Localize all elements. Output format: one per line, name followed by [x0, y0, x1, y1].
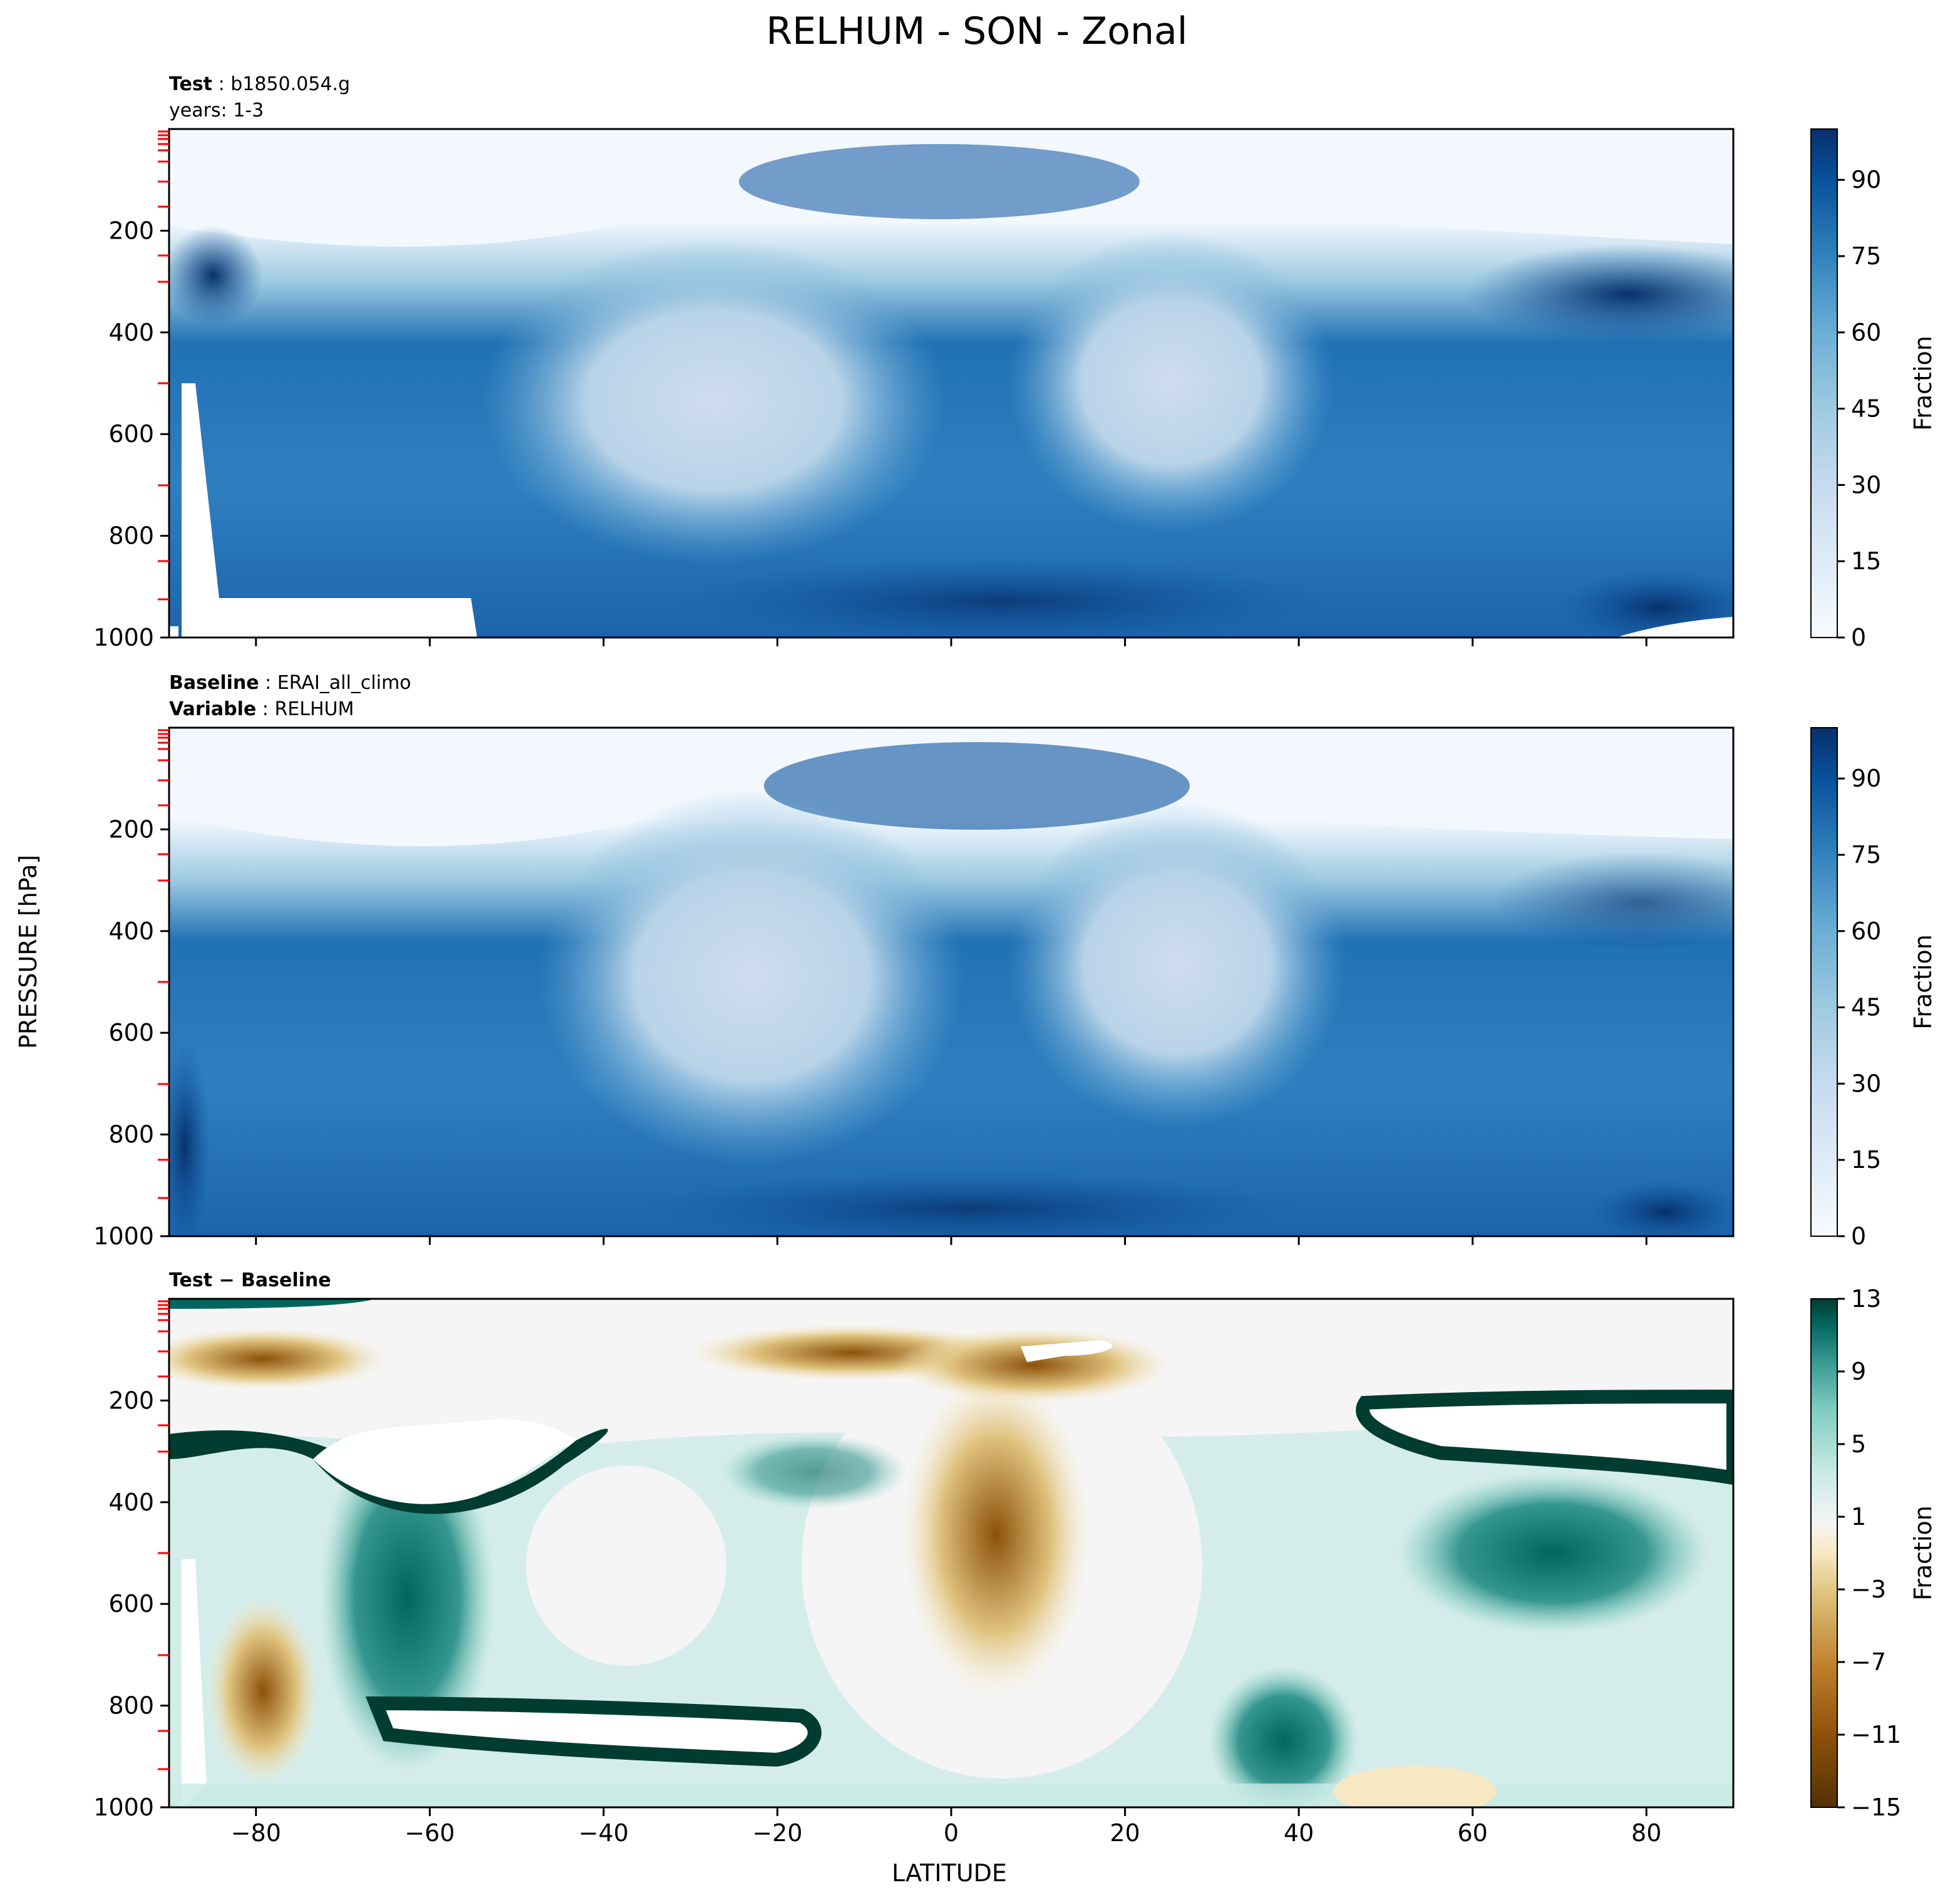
x-axis-label: LATITUDE	[892, 1859, 1007, 1887]
y-tick-label: 1000	[93, 1794, 154, 1821]
subtitle-value: ERAI_all_climo	[277, 672, 411, 694]
difference-colorbar: −15 −11 −7 −3 1 5 9 13 Fraction	[1810, 1285, 1937, 1821]
x-tick-label: −80	[231, 1819, 281, 1847]
difference-colorbar-label: Fraction	[1909, 1505, 1937, 1601]
y-tick-label: 200	[108, 217, 154, 244]
colorbar-tick-label: −7	[1851, 1648, 1886, 1676]
y-axis-label: PRESSURE [hPa]	[14, 855, 42, 1049]
test-colorbar-label: Fraction	[1909, 336, 1937, 431]
colorbar-tick-label: 1	[1851, 1503, 1866, 1531]
difference-contour-field	[169, 1299, 1733, 1807]
subtitle-key: Baseline	[169, 672, 259, 694]
test-colorbar-frame	[1810, 128, 1838, 638]
colorbar-tick-label: 60	[1851, 319, 1881, 346]
test-minor-ticks	[158, 130, 169, 601]
test-contour-field	[169, 129, 1733, 638]
y-tick-label: 600	[108, 1019, 154, 1046]
y-tick-label: 400	[108, 319, 154, 346]
difference-x-ticks: −80 −60 −40 −20 0 20 40 60 80	[231, 1807, 1661, 1847]
colorbar-tick-label: −11	[1851, 1721, 1901, 1748]
colorbar-tick-label: 60	[1851, 917, 1881, 945]
baseline-subtitle-line: Variable : RELHUM	[169, 698, 354, 720]
difference-colorbar-gradient	[1811, 1299, 1837, 1807]
y-tick-label: 800	[108, 522, 154, 550]
test-colorbar-gradient	[1811, 129, 1837, 638]
y-tick-label: 400	[108, 1489, 154, 1516]
colorbar-tick-label: 13	[1851, 1285, 1881, 1313]
baseline-subtitle: Baseline : ERAI_all_climo Variable : RELH…	[169, 672, 411, 720]
colorbar-tick-label: 5	[1851, 1430, 1866, 1458]
baseline-subtitle-line: Baseline : ERAI_all_climo	[169, 672, 411, 694]
y-tick-label: 1000	[93, 624, 154, 651]
baseline-panel: 200 400 600 800 1000 0 15 30 45 60 75 90 Fraction B…	[93, 672, 1937, 1250]
x-tick-label: 0	[944, 1819, 959, 1847]
test-y-ticks: 200 400 600 800 1000	[93, 217, 169, 651]
colorbar-tick-label: 45	[1851, 395, 1881, 423]
difference-subtitle-line: Test − Baseline	[169, 1269, 331, 1291]
test-subtitle-line: Test : b1850.054.g	[169, 73, 350, 95]
subtitle-value: RELHUM	[274, 698, 354, 720]
x-tick-label: −40	[579, 1819, 629, 1847]
colorbar-tick-label: 90	[1851, 765, 1881, 792]
colorbar-tick-label: 75	[1851, 841, 1881, 869]
colorbar-tick-label: 15	[1851, 547, 1881, 575]
subtitle-value: years: 1-3	[169, 100, 264, 121]
colorbar-tick-label: 30	[1851, 1070, 1881, 1097]
baseline-colorbar-label: Fraction	[1909, 934, 1937, 1030]
subtitle-key: Variable	[169, 698, 256, 720]
difference-subtitle: Test − Baseline	[169, 1269, 331, 1291]
difference-colorbar-frame	[1810, 1298, 1838, 1808]
colorbar-tick-label: 30	[1851, 471, 1881, 498]
test-colorbar: 0 15 30 45 60 75 90 Fraction	[1810, 128, 1937, 651]
subtitle-key: Test	[169, 73, 212, 95]
baseline-y-ticks: 200 400 600 800 1000	[93, 815, 169, 1250]
test-x-ticks	[255, 638, 1648, 646]
y-tick-label: 400	[108, 917, 154, 945]
baseline-colorbar-frame	[1810, 727, 1838, 1237]
baseline-colorbar: 0 15 30 45 60 75 90 Fraction	[1810, 727, 1937, 1250]
x-tick-label: 20	[1110, 1819, 1140, 1847]
colorbar-tick-label: −3	[1851, 1576, 1886, 1603]
y-tick-label: 800	[108, 1692, 154, 1720]
test-subtitle: Test : b1850.054.g years: 1-3	[169, 73, 350, 121]
baseline-colorbar-gradient	[1811, 728, 1837, 1236]
colorbar-tick-label: 9	[1851, 1358, 1866, 1385]
y-tick-label: 200	[108, 1386, 154, 1414]
x-tick-label: −60	[405, 1819, 455, 1847]
difference-y-ticks: 200 400 600 800 1000	[93, 1386, 169, 1821]
colorbar-tick-label: 90	[1851, 166, 1881, 194]
subtitle-sep: :	[256, 698, 274, 720]
x-tick-label: 40	[1284, 1819, 1314, 1847]
difference-minor-ticks	[158, 1300, 169, 1770]
subtitle-value: b1850.054.g	[230, 73, 350, 95]
colorbar-tick-label: 0	[1851, 624, 1866, 651]
test-panel: 200 400 600 800 1000 0 15 30 45 60 75 90 Fraction T…	[93, 73, 1937, 651]
subtitle-sep: :	[259, 672, 277, 694]
colorbar-tick-label: −15	[1851, 1794, 1901, 1821]
subtitle-sep: :	[212, 73, 230, 95]
x-tick-label: 80	[1631, 1819, 1661, 1847]
baseline-contour-field	[169, 728, 1733, 1236]
subtitle-key: Test − Baseline	[169, 1269, 331, 1291]
y-tick-label: 1000	[93, 1222, 154, 1250]
baseline-x-ticks	[255, 1236, 1648, 1245]
y-tick-label: 200	[108, 815, 154, 843]
y-tick-label: 800	[108, 1121, 154, 1149]
colorbar-tick-label: 45	[1851, 994, 1881, 1021]
x-tick-label: 60	[1457, 1819, 1487, 1847]
x-tick-label: −20	[752, 1819, 802, 1847]
test-subtitle-line: years: 1-3	[169, 100, 264, 121]
baseline-minor-ticks	[158, 729, 169, 1199]
colorbar-tick-label: 15	[1851, 1146, 1881, 1174]
chart-title: RELHUM - SON - Zonal	[766, 9, 1188, 53]
difference-panel: −80 −60 −40 −20 0 20 40 60 80 200 400 600 800 1000 −…	[93, 1269, 1937, 1847]
y-tick-label: 600	[108, 420, 154, 448]
colorbar-tick-label: 75	[1851, 242, 1881, 270]
colorbar-tick-label: 0	[1851, 1222, 1866, 1250]
y-tick-label: 600	[108, 1590, 154, 1618]
